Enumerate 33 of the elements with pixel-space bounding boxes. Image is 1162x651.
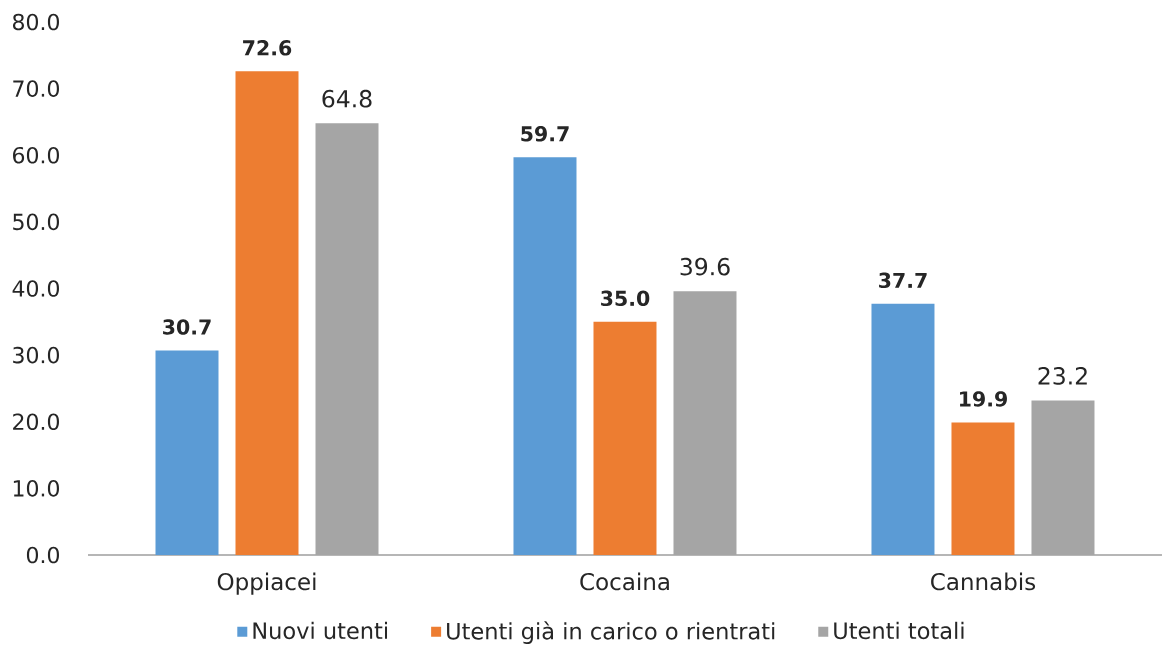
y-tick-label: 0.0 [26,546,59,564]
y-tick-label: 40.0 [12,280,59,297]
y-tick-label: 10.0 [13,480,59,497]
data-label: 64.8 [322,89,372,108]
x-tick-label: Cocaina [580,572,669,591]
y-tick-label: 30.0 [13,346,59,364]
x-tick-label: Cannabis [931,572,1036,591]
bar [871,303,935,555]
data-label: 30.7 [163,319,211,335]
y-tick-label: 60.0 [13,146,59,164]
data-label: 23.2 [1038,366,1087,385]
legend-label: Utenti già in carico o rientrati [447,621,775,645]
y-tick-label: 20.0 [13,413,59,431]
bar [235,71,299,555]
bar [1031,400,1095,555]
data-label: 35.0 [601,290,650,307]
bar [513,157,577,555]
data-label: 72.6 [243,40,292,56]
y-tick-label: 80.0 [12,13,59,31]
x-tick-label: Oppiacei [217,572,316,595]
legend-label: Nuovi utenti [253,621,388,640]
data-label: 39.6 [680,257,730,276]
data-label: 37.7 [879,272,927,289]
legend-label: Utenti totali [834,621,964,640]
y-tick-label: 70.0 [13,80,59,97]
data-label: 59.7 [521,126,569,142]
bar [951,422,1015,555]
bar [315,123,379,555]
bar [593,321,657,555]
bar [673,291,737,555]
y-tick-label: 50.0 [13,213,59,231]
bar [155,350,219,555]
data-label: 19.9 [960,391,1007,407]
